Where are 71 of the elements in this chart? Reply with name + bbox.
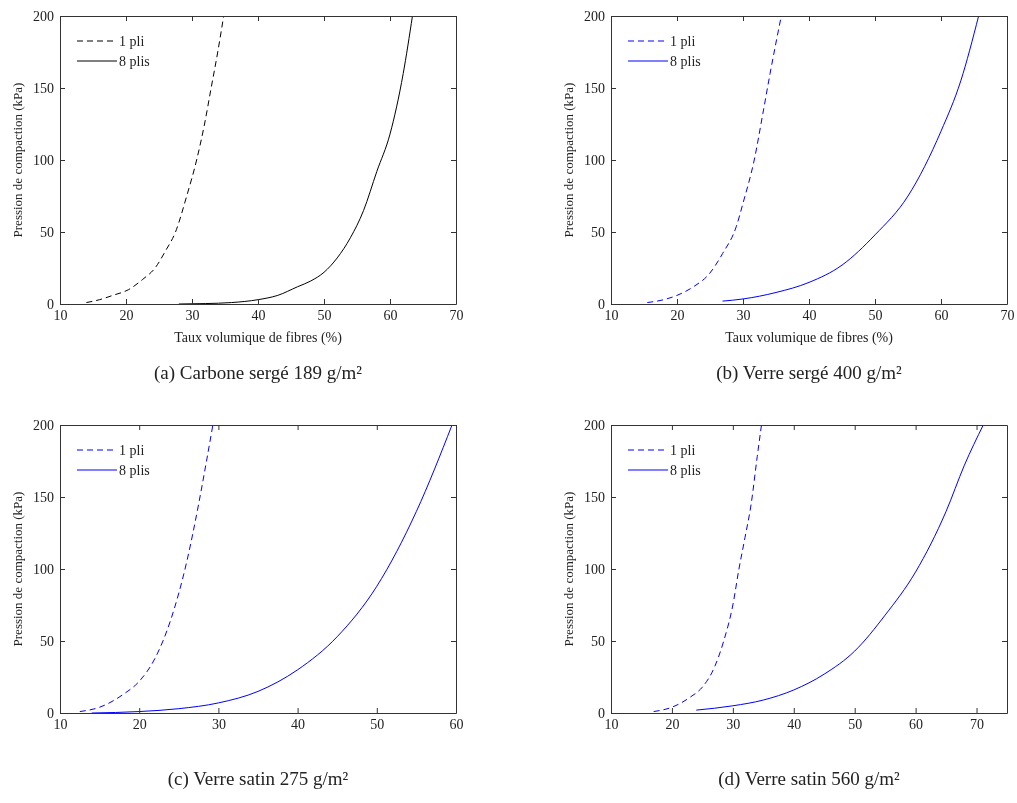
x-tick-label: 30: [726, 716, 741, 732]
y-tick-label: 0: [598, 705, 605, 721]
y-tick-label: 50: [40, 633, 54, 649]
x-tick-label: 50: [848, 716, 863, 732]
y-axis-title: Pression de compaction (kPa): [561, 82, 576, 238]
x-tick-label: 20: [119, 307, 134, 323]
x-tick-label: 50: [370, 716, 385, 732]
legend-label: 8 plis: [119, 54, 150, 69]
line-series: [178, 15, 413, 305]
line-series: [91, 424, 453, 714]
x-tick-label: 60: [449, 716, 464, 732]
y-tick-label: 150: [584, 80, 605, 96]
legend-label: 1 pli: [119, 34, 145, 49]
legend-label: 8 plis: [670, 54, 701, 69]
line-series: [85, 15, 225, 304]
y-tick-label: 200: [33, 8, 54, 24]
x-tick-label: 50: [868, 307, 883, 323]
line-series: [653, 424, 762, 713]
y-tick-label: 0: [47, 296, 54, 312]
legend-label: 1 pli: [119, 443, 145, 458]
x-tick-label: 10: [53, 307, 68, 323]
x-tick-label: 40: [251, 307, 266, 323]
y-tick-label: 100: [33, 152, 54, 168]
x-tick-label: 60: [934, 307, 949, 323]
text: (c) Verre satin 275 g/m²: [167, 768, 349, 790]
x-tick-label: 40: [787, 716, 802, 732]
x-tick-label: 70: [449, 307, 464, 323]
x-tick-label: 40: [802, 307, 817, 323]
x-tick-label: 30: [185, 307, 200, 323]
x-tick-label: 20: [665, 716, 680, 732]
y-tick-label: 50: [591, 224, 605, 240]
x-tick-label: 50: [317, 307, 332, 323]
x-tick-label: 20: [670, 307, 685, 323]
legend-label: 1 pli: [670, 443, 696, 458]
legend-label: 8 plis: [670, 463, 701, 478]
x-tick-label: 30: [736, 307, 751, 323]
x-tick-label: 30: [211, 716, 226, 732]
line-series: [79, 424, 214, 713]
y-tick-label: 200: [33, 417, 54, 433]
y-tick-label: 100: [33, 561, 54, 577]
x-tick-label: 10: [53, 716, 68, 732]
x-tick-label: 60: [383, 307, 398, 323]
y-tick-label: 150: [33, 489, 54, 505]
x-tick-label: 60: [909, 716, 924, 732]
x-axis-title: Taux volumique de fibres (%): [174, 330, 343, 346]
text: (b) Verre sergé 400 g/m²: [716, 362, 903, 384]
y-tick-label: 0: [598, 296, 605, 312]
x-axis-title: Taux volumique de fibres (%): [725, 330, 894, 346]
y-tick-label: 200: [584, 8, 605, 24]
x-tick-label: 10: [604, 716, 619, 732]
y-axis-title: Pression de compaction (kPa): [561, 491, 576, 647]
y-tick-label: 100: [584, 152, 605, 168]
x-tick-label: 10: [604, 307, 619, 323]
line-series: [722, 15, 980, 302]
y-tick-label: 150: [33, 80, 54, 96]
y-tick-label: 50: [591, 633, 605, 649]
y-tick-label: 100: [584, 561, 605, 577]
y-tick-label: 0: [47, 705, 54, 721]
y-tick-label: 200: [584, 417, 605, 433]
text: (a) Carbone sergé 189 g/m²: [154, 362, 363, 384]
text: (d) Verre satin 560 g/m²: [718, 768, 901, 790]
y-axis-title: Pression de compaction (kPa): [10, 491, 25, 647]
x-tick-label: 70: [970, 716, 985, 732]
x-tick-label: 40: [291, 716, 306, 732]
x-tick-label: 70: [1000, 307, 1015, 323]
x-tick-label: 20: [132, 716, 147, 732]
y-axis-title: Pression de compaction (kPa): [10, 82, 25, 238]
legend-label: 8 plis: [119, 463, 150, 478]
y-tick-label: 150: [584, 489, 605, 505]
y-tick-label: 50: [40, 224, 54, 240]
legend-label: 1 pli: [670, 34, 696, 49]
